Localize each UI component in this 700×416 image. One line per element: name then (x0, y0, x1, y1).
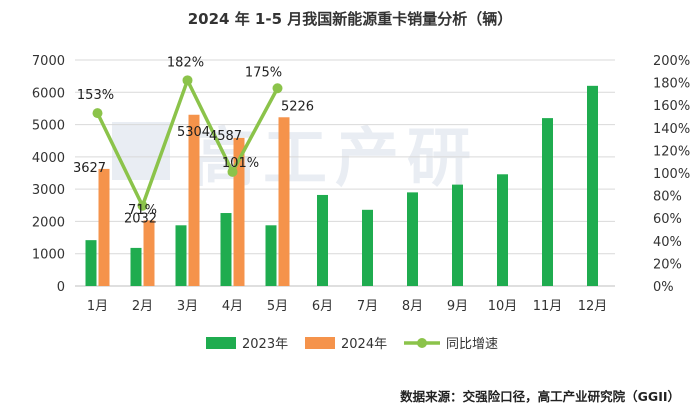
x-tick-label: 7月 (357, 299, 378, 314)
bar-2023 (542, 118, 553, 286)
data-label-yoy: 175% (245, 65, 282, 80)
legend-label-yoy: 同比增速 (446, 337, 498, 352)
y-tick-left: 0 (57, 280, 65, 295)
chart-title: 2024 年 1-5 月我国新能源重卡销量分析（辆） (187, 10, 513, 28)
data-label-2024: 4587 (209, 129, 242, 144)
x-tick-label: 9月 (447, 299, 468, 314)
legend-swatch-2024 (305, 337, 335, 349)
y-tick-right: 140% (653, 122, 690, 137)
x-tick-label: 10月 (488, 299, 518, 314)
bar-2023 (407, 192, 418, 286)
data-label-yoy: 153% (77, 88, 114, 103)
legend-label-2023: 2023年 (242, 337, 288, 352)
x-tick-label: 8月 (402, 299, 423, 314)
y-tick-right: 120% (653, 144, 690, 159)
data-label-yoy: 101% (222, 156, 259, 171)
y-tick-left: 5000 (32, 119, 65, 134)
data-label-yoy: 71% (128, 203, 157, 218)
gridlines (75, 59, 615, 287)
bar-2023 (220, 213, 232, 286)
bar-2023 (362, 209, 373, 286)
x-tick-label: 6月 (312, 299, 333, 314)
bars (85, 85, 598, 287)
bar-2023 (452, 184, 463, 286)
bar-2023 (265, 225, 277, 286)
legend-label-2024: 2024年 (341, 337, 387, 352)
y-tick-left: 7000 (32, 54, 65, 69)
bar-2024 (233, 137, 245, 286)
y-tick-right: 160% (653, 99, 690, 114)
x-tick-label: 11月 (533, 299, 563, 314)
legend-marker-yoy (417, 338, 427, 348)
y-tick-left: 1000 (32, 248, 65, 263)
y-tick-right: 60% (653, 212, 682, 227)
bar-2023 (587, 85, 598, 286)
yoy-point (137, 200, 148, 211)
bar-2023 (175, 225, 187, 286)
data-label-2024: 3627 (73, 161, 106, 176)
y-tick-left: 2000 (32, 215, 65, 230)
source-note: 数据来源：交强险口径，高工产业研究院（GGII） (400, 389, 680, 404)
y-tick-right: 100% (653, 167, 690, 182)
data-label-2024: 2032 (124, 211, 157, 226)
x-tick-label: 4月 (222, 299, 243, 314)
x-axis: 1月 2月 3月 4月 5月 6月 7月 8月 9月 10月 11月 12月 (75, 285, 615, 314)
y-tick-left: 6000 (32, 86, 65, 101)
legend: 2023年 2024年 同比增速 (206, 337, 498, 352)
x-tick-label: 12月 (578, 299, 608, 314)
bar-2023 (317, 194, 328, 286)
y-tick-right: 0% (653, 280, 674, 295)
yoy-line (92, 75, 283, 211)
y-axis-right: 0% 20% 40% 60% 80% 100% 120% 140% 160% 180% 200% (653, 54, 690, 295)
y-tick-left: 4000 (32, 151, 65, 166)
y-tick-right: 40% (653, 235, 682, 250)
bar-2023 (85, 240, 97, 286)
bar-2024 (98, 168, 110, 286)
y-tick-right: 200% (653, 54, 690, 69)
data-label-2024: 5226 (281, 99, 314, 114)
bar-2024 (188, 114, 200, 287)
x-tick-label: 3月 (177, 299, 198, 314)
y-tick-right: 80% (653, 190, 682, 205)
legend-swatch-2023 (206, 337, 236, 349)
y-axis-left: 0 1000 2000 3000 4000 5000 6000 7000 (32, 54, 65, 295)
bar-2024 (278, 117, 290, 286)
x-tick-label: 2月 (132, 299, 153, 314)
data-label-yoy: 182% (167, 55, 204, 70)
yoy-point (272, 83, 283, 94)
y-tick-right: 20% (653, 257, 682, 272)
yoy-point (227, 166, 238, 177)
x-tick-label: 5月 (267, 299, 288, 314)
data-label-2024: 5304 (177, 125, 210, 140)
yoy-point (92, 108, 103, 119)
bar-2024 (143, 220, 155, 286)
x-tick-label: 1月 (87, 299, 108, 314)
yoy-point (182, 75, 193, 86)
bar-2023 (130, 247, 142, 286)
y-tick-right: 180% (653, 77, 690, 92)
y-tick-left: 3000 (32, 183, 65, 198)
bar-2023 (497, 174, 508, 286)
